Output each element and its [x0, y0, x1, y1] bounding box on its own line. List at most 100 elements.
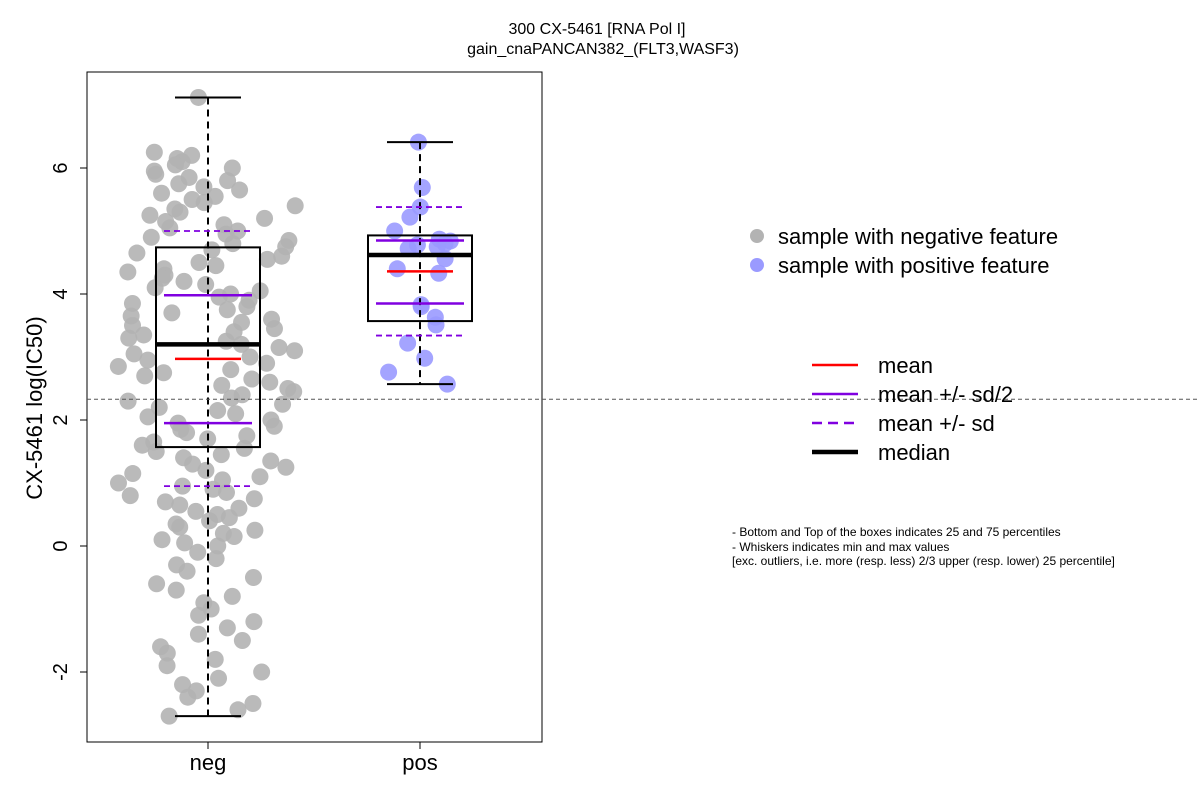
chart-subtitle: gain_cnaPANCAN382_(FLT3,WASF3)	[467, 41, 739, 58]
legend-line-label-2: mean +/- sd	[878, 411, 995, 436]
legend-point-marker-0	[750, 229, 764, 243]
neg-point-47	[210, 288, 228, 306]
neg-point-36	[190, 254, 208, 271]
neg-point-70	[222, 361, 240, 379]
neg-point-130	[178, 562, 196, 580]
neg-point-127	[189, 543, 207, 561]
neg-point-52	[163, 304, 181, 322]
y-tick-label-2: 2	[50, 414, 72, 425]
neg-point-71	[155, 364, 173, 382]
neg-point-21	[141, 206, 159, 224]
neg-point-85	[139, 408, 157, 426]
legend-line-label-3: median	[878, 440, 950, 465]
note-line-3: [exc. outliers, i.e. more (resp. less) 2…	[732, 554, 1115, 568]
neg-point-136	[202, 600, 220, 618]
pos-point-3	[401, 208, 419, 226]
neg-point-74	[261, 373, 279, 391]
neg-point-147	[210, 669, 228, 687]
method-notes: - Bottom and Top of the boxes indicates …	[732, 525, 1115, 569]
neg-point-60	[120, 329, 138, 347]
neg-point-33	[128, 244, 146, 262]
legend-line-label-0: mean	[878, 353, 933, 378]
neg-point-80	[119, 392, 137, 410]
legend-point-marker-1	[750, 258, 764, 272]
neg-point-150	[179, 688, 197, 706]
neg-point-131	[244, 569, 262, 586]
neg-point-22	[256, 209, 274, 227]
y-axis-label: CX-5461 log(IC50)	[22, 316, 47, 499]
neg-point-32	[203, 241, 221, 259]
neg-point-104	[251, 468, 269, 486]
neg-point-151	[244, 695, 262, 712]
pos-point-20	[380, 363, 398, 381]
neg-point-107	[174, 477, 192, 495]
neg-point-69	[109, 357, 127, 375]
neg-point-145	[158, 657, 176, 675]
neg-point-118	[201, 512, 219, 530]
neg-point-120	[171, 518, 189, 536]
neg-point-75	[213, 376, 231, 394]
neg-point-101	[277, 458, 295, 476]
neg-point-140	[189, 625, 207, 643]
neg-point-152	[229, 701, 247, 719]
neg-point-35	[258, 250, 276, 268]
neg-point-5	[166, 156, 184, 174]
legend-point-label-1: sample with positive feature	[778, 253, 1049, 278]
neg-point-51	[218, 301, 236, 319]
neg-point-94	[133, 436, 151, 454]
plot-frame	[86, 71, 543, 743]
neg-point-14	[153, 184, 171, 202]
neg-point-115	[187, 502, 205, 520]
neg-point-77	[285, 383, 303, 401]
legend-point-label-0: sample with negative feature	[778, 224, 1058, 249]
pos-point-19	[416, 349, 434, 367]
neg-point-57	[265, 320, 283, 338]
neg-point-144	[206, 650, 224, 668]
neg-point-99	[262, 452, 280, 470]
neg-point-134	[223, 587, 241, 605]
neg-point-43	[197, 276, 215, 294]
neg-point-61	[217, 332, 235, 350]
neg-point-13	[231, 181, 249, 199]
neg-box	[155, 246, 261, 449]
neg-point-128	[207, 550, 225, 568]
neg-point-84	[227, 405, 245, 423]
neg-point-72	[136, 367, 154, 385]
note-line-2: - Whiskers indicates min and max values	[732, 539, 950, 554]
pos-point-12	[388, 260, 406, 278]
neg-point-97	[212, 446, 230, 464]
neg-point-73	[243, 370, 261, 388]
neg-point-111	[245, 490, 263, 508]
neg-point-81	[274, 395, 292, 413]
neg-point-37	[207, 257, 225, 275]
neg-point-88	[265, 417, 283, 435]
neg-point-8	[147, 165, 165, 183]
neg-point-91	[238, 427, 256, 445]
neg-point-113	[171, 496, 189, 514]
neg-point-102	[197, 461, 215, 479]
x-tick-label-neg: neg	[190, 750, 227, 775]
pos-box	[367, 234, 473, 323]
neg-point-66	[241, 348, 259, 366]
neg-point-90	[178, 424, 196, 442]
neg-point-28	[142, 228, 160, 246]
neg-point-126	[209, 537, 227, 555]
neg-point-49	[123, 294, 141, 312]
neg-point-64	[286, 342, 304, 360]
y-tick-label-4: 4	[50, 288, 72, 299]
neg-point-125	[176, 534, 194, 552]
neg-point-30	[224, 235, 242, 253]
neg-point-133	[167, 581, 185, 599]
neg-point-141	[233, 632, 251, 649]
neg-point-121	[246, 521, 264, 539]
neg-point-39	[119, 263, 137, 281]
neg-point-138	[245, 613, 263, 631]
neg-point-63	[270, 339, 288, 357]
neg-point-109	[217, 483, 235, 501]
chart-title: 300 CX-5461 [RNA Pol I]	[509, 21, 686, 38]
neg-point-123	[225, 528, 243, 546]
legend-line-label-1: mean +/- sd/2	[878, 382, 1013, 407]
neg-point-10	[219, 172, 237, 190]
